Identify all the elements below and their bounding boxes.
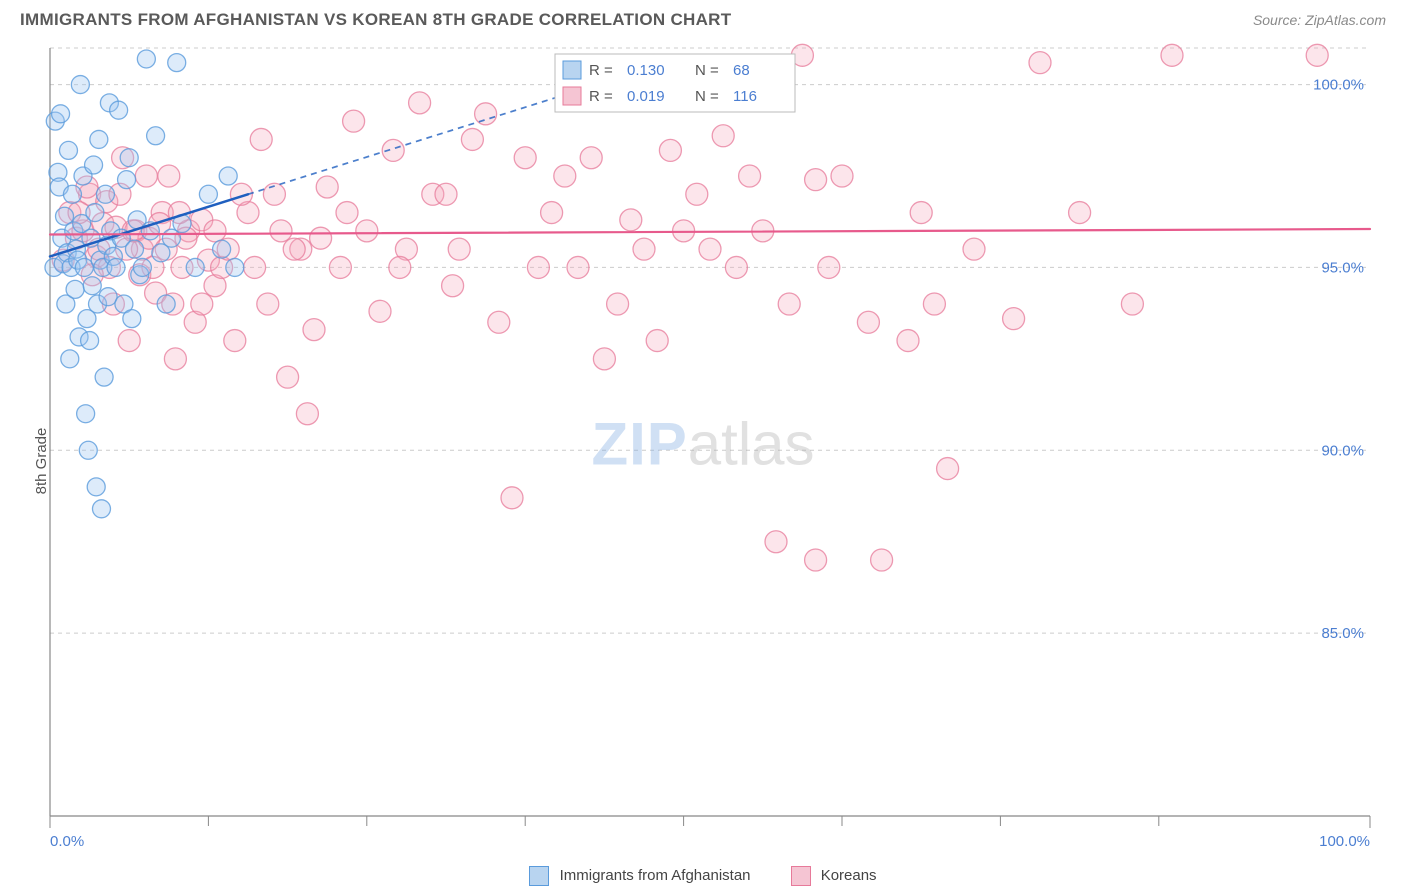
svg-text:0.130: 0.130 <box>627 62 665 79</box>
legend-item-afghan: Immigrants from Afghanistan <box>529 866 750 886</box>
y-axis-label: 8th Grade <box>33 428 50 495</box>
legend-item-korean: Koreans <box>791 866 877 886</box>
svg-text:68: 68 <box>733 62 750 79</box>
scatter-plot: 0.0% 100.0% 85.0% 90.0% 95.0% 100.0% R = 0.130 N… <box>0 36 1406 856</box>
svg-text:R =: R = <box>589 62 613 79</box>
svg-text:N =: N = <box>695 62 719 79</box>
legend-swatch-korean <box>791 866 811 886</box>
chart-header: IMMIGRANTS FROM AFGHANISTAN VS KOREAN 8T… <box>0 0 1406 36</box>
svg-text:100.0%: 100.0% <box>1319 833 1370 850</box>
svg-text:85.0%: 85.0% <box>1321 625 1364 642</box>
bottom-legend: Immigrants from Afghanistan Koreans <box>0 866 1406 886</box>
svg-text:R =: R = <box>589 88 613 105</box>
chart-container: 8th Grade ZIPatlas 0.0%100.0%85.0%90.0%9… <box>0 36 1406 886</box>
svg-text:0.0%: 0.0% <box>50 833 84 850</box>
svg-text:116: 116 <box>733 88 757 105</box>
svg-text:90.0%: 90.0% <box>1321 442 1364 459</box>
svg-text:95.0%: 95.0% <box>1321 259 1364 276</box>
legend-swatch-afghan <box>529 866 549 886</box>
svg-text:100.0%: 100.0% <box>1313 77 1364 94</box>
chart-title: IMMIGRANTS FROM AFGHANISTAN VS KOREAN 8T… <box>20 10 731 30</box>
svg-text:0.019: 0.019 <box>627 88 665 105</box>
svg-text:N =: N = <box>695 88 719 105</box>
chart-source: Source: ZipAtlas.com <box>1253 12 1386 28</box>
